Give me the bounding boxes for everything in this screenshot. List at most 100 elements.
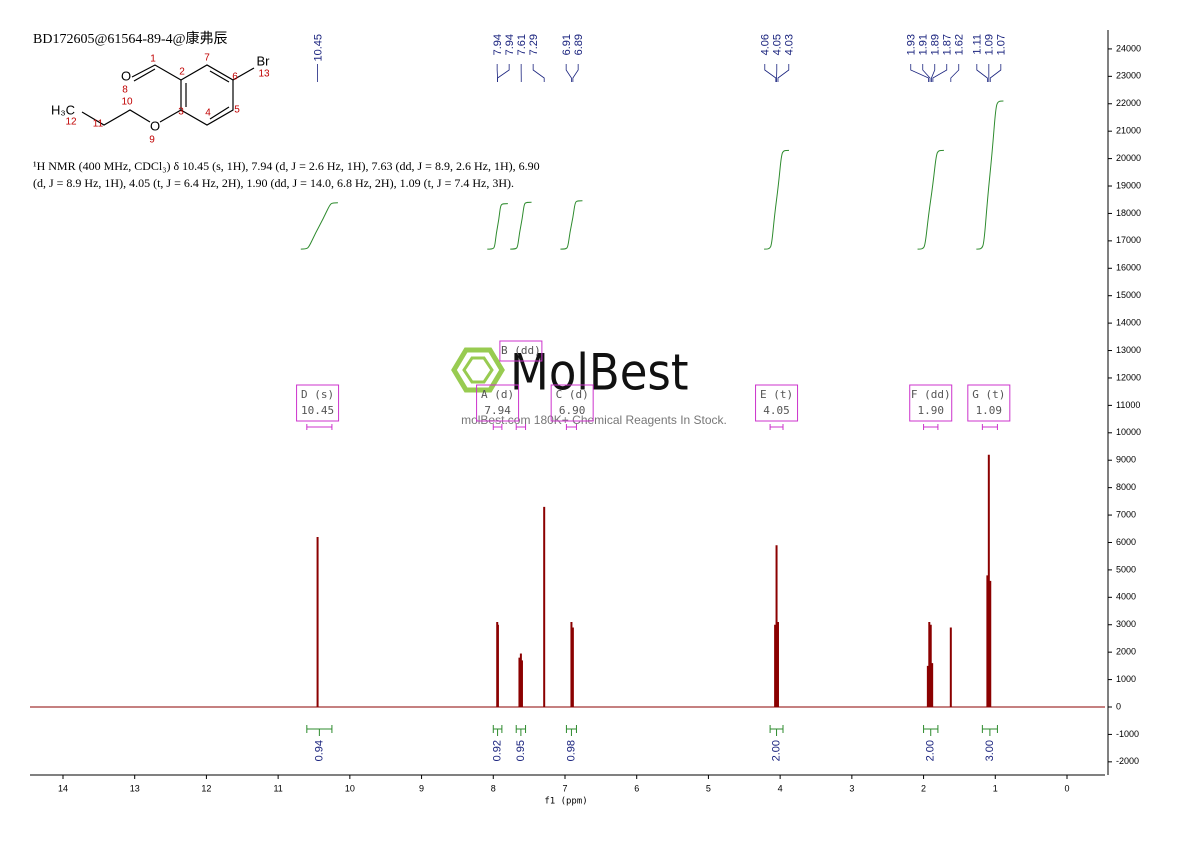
peak-label-connector xyxy=(977,64,988,82)
peak-label-connector xyxy=(533,64,544,82)
x-tick-label: 6 xyxy=(634,783,639,793)
atom-label: Br xyxy=(257,53,271,68)
y-tick-label: 19000 xyxy=(1116,180,1141,190)
atom-number: 5 xyxy=(234,105,240,116)
molecule-bonds xyxy=(82,65,254,125)
integral-label: 0.94 xyxy=(313,740,325,761)
integral-curve xyxy=(764,150,789,249)
integral-bracket xyxy=(924,725,938,736)
peak-label: 1.93 xyxy=(906,34,918,55)
multiplet-shift: 4.05 xyxy=(763,404,790,417)
peak-label: 1.07 xyxy=(996,34,1008,55)
y-tick-label: 0 xyxy=(1116,701,1121,711)
y-tick-label: -1000 xyxy=(1116,729,1139,739)
description: ¹H NMR (400 MHz, CDCl₃) δ 10.45 (s, 1H),… xyxy=(33,159,540,173)
x-tick-label: 1 xyxy=(993,783,998,793)
y-tick-label: 10000 xyxy=(1116,427,1141,437)
integral-bracket xyxy=(770,725,783,736)
integral-curve xyxy=(560,201,582,249)
peak-label-connector xyxy=(498,64,510,82)
atom-number: 13 xyxy=(258,69,270,80)
x-tick-label: 13 xyxy=(130,783,140,793)
y-tick-label: 14000 xyxy=(1116,317,1141,327)
watermark-logo xyxy=(454,350,502,390)
x-tick-label: 11 xyxy=(273,783,282,793)
x-tick-label: 12 xyxy=(201,783,211,793)
multiplet-name: A (d) xyxy=(481,388,514,401)
atom-number: 7 xyxy=(204,53,210,64)
peak-label: 1.87 xyxy=(942,34,954,55)
atom-label: O xyxy=(121,68,131,83)
multiplet-shift: 1.09 xyxy=(976,404,1003,417)
integral-label: 2.00 xyxy=(770,740,782,761)
multiplet-name: F (dd) xyxy=(911,388,951,401)
peak-label: 1.89 xyxy=(930,34,942,55)
y-tick-label: 18000 xyxy=(1116,208,1141,218)
atom-number: 1 xyxy=(150,54,156,65)
y-tick-label: 1000 xyxy=(1116,674,1136,684)
peak-label: 1.09 xyxy=(984,34,996,55)
y-tick-label: 2000 xyxy=(1116,647,1136,657)
y-tick-label: 4000 xyxy=(1116,592,1136,602)
integral-bracket xyxy=(566,725,576,736)
peak-label: 1.62 xyxy=(954,34,966,55)
peak-label: 6.89 xyxy=(573,34,585,55)
peak-label-connector xyxy=(566,64,571,82)
y-tick-label: 6000 xyxy=(1116,537,1136,547)
y-tick-label: 13000 xyxy=(1116,345,1141,355)
x-tick-label: 2 xyxy=(921,783,926,793)
header: BD172605@61564-89-4@康弗辰 xyxy=(33,30,228,47)
integral-label: 0.98 xyxy=(565,740,577,761)
multiplet-name: E (t) xyxy=(760,388,793,401)
y-tick-label: 8000 xyxy=(1116,482,1136,492)
integral-bracket xyxy=(516,725,525,736)
integral-bracket xyxy=(307,725,332,736)
y-tick-label: 11000 xyxy=(1116,400,1140,410)
y-tick-label: 16000 xyxy=(1116,263,1141,273)
peak-label-connector xyxy=(573,64,578,82)
y-tick-label: 17000 xyxy=(1116,235,1141,245)
y-tick-label: 3000 xyxy=(1116,619,1136,629)
y-tick-label: 22000 xyxy=(1116,98,1141,108)
y-tick-label: 24000 xyxy=(1116,43,1141,53)
atom-number: 8 xyxy=(122,85,128,96)
y-tick-label: 9000 xyxy=(1116,455,1136,465)
peak-label: 4.03 xyxy=(784,34,796,55)
y-tick-label: 15000 xyxy=(1116,290,1141,300)
integral-label: 3.00 xyxy=(984,740,996,761)
atom-number: 12 xyxy=(65,117,77,128)
integral-label: 2.00 xyxy=(925,740,937,761)
atom-number: 4 xyxy=(205,108,211,119)
multiplet-shift: 7.94 xyxy=(484,404,511,417)
integral-curve xyxy=(918,150,944,249)
peak-label: 7.94 xyxy=(504,34,516,55)
x-tick-label: 14 xyxy=(58,783,68,793)
integral-curve xyxy=(510,202,531,249)
atom-number: 11 xyxy=(93,119,104,130)
peak-label: 7.29 xyxy=(528,34,540,55)
integral-curve xyxy=(301,203,338,249)
peak-label: 7.94 xyxy=(492,34,504,55)
y-tick-label: 20000 xyxy=(1116,153,1141,163)
atom-label: H₃C xyxy=(51,102,75,117)
y-tick-label: 12000 xyxy=(1116,372,1141,382)
x-axis-label: f1 (ppm) xyxy=(544,797,587,807)
integral-bracket xyxy=(982,725,997,736)
integral-label: 0.95 xyxy=(515,740,527,761)
peak-label-connector xyxy=(951,64,959,82)
atom-label: O xyxy=(150,118,160,133)
x-tick-label: 9 xyxy=(419,783,424,793)
y-tick-label: -2000 xyxy=(1116,756,1139,766)
integral-curve xyxy=(976,101,1003,249)
multiplet-name: D (s) xyxy=(301,388,334,401)
peak-label: 10.45 xyxy=(312,34,324,62)
integral-label: 0.92 xyxy=(491,740,503,761)
x-tick-label: 3 xyxy=(849,783,854,793)
peak-label: 7.61 xyxy=(516,34,528,55)
atom-number: 6 xyxy=(232,72,238,83)
peak-label: 6.91 xyxy=(561,34,573,55)
integral-curve xyxy=(487,204,508,249)
peak-label: 4.05 xyxy=(772,34,784,55)
description: (d, J = 8.9 Hz, 1H), 4.05 (t, J = 6.4 Hz… xyxy=(33,176,514,190)
